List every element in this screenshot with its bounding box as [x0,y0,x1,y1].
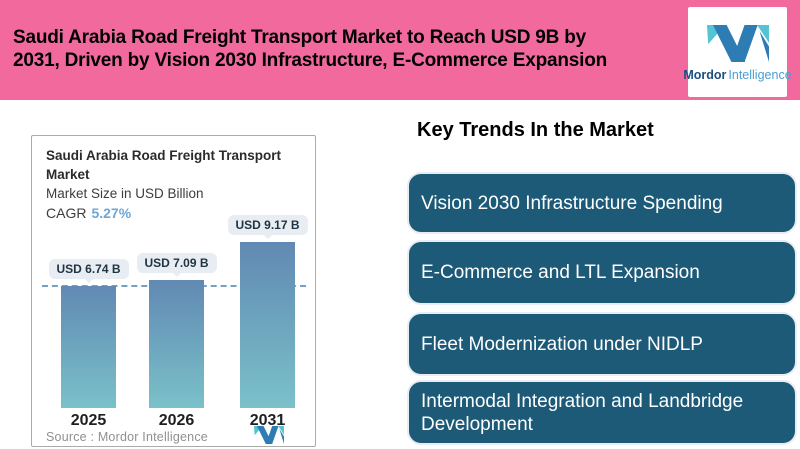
brand-name-bold: Mordor [683,67,727,82]
bar-chart: USD 6.74 B 2025 USD 7.09 B 2026 USD 9.17 B 20… [32,136,315,446]
trend-card-label: E-Commerce and LTL Expansion [421,262,700,283]
cagr-label: CAGR [46,205,87,221]
brand-name-light: Intelligence [728,67,792,82]
header-banner: Saudi Arabia Road Freight Transport Mark… [0,0,800,100]
mordor-logo-wordmark: Mordor Intelligence [683,68,791,82]
cagr-value: 5.27% [91,205,132,221]
headline-line2: 2031, Driven by Vision 2030 Infrastructu… [13,50,608,71]
trend-card: Fleet Modernization under NIDLP [407,312,797,376]
trend-list: Vision 2030 Infrastructure Spending E-Com… [407,172,797,445]
bar-2026 [149,280,204,408]
x-axis-tick-label: 2025 [70,412,107,429]
headline-line1: Saudi Arabia Road Freight Transport Mark… [13,27,587,48]
trend-card: Intermodal Integration and Landbridge De… [407,380,797,445]
trends-heading: Key Trends In the Market [417,119,654,141]
trend-card-label: Vision 2030 Infrastructure Spending [421,192,723,214]
x-axis-tick-label: 2031 [249,412,286,429]
trend-card: E-Commerce and LTL Expansion [407,240,797,305]
chart-title: Saudi Arabia Road Freight Transport Mark… [46,148,282,182]
chart-card: USD 6.74 B 2025 USD 7.09 B 2026 USD 9.17 B 20… [31,135,316,447]
trend-card-label: Fleet Modernization under NIDLP [421,333,703,355]
bar-value-label: USD 6.74 B [48,259,129,279]
mordor-logo: Mordor Intelligence [683,7,792,97]
source-note: Source : Mordor Intelligence [46,430,208,444]
x-axis-tick-label: 2026 [158,412,195,429]
chart-subtitle: Market Size in USD Billion [46,186,204,201]
bar-value-label: USD 9.17 B [227,215,308,235]
bar-value-label: USD 7.09 B [136,253,217,273]
cagr-row: CAGR 5.27% [46,205,131,221]
bar-2025 [61,286,116,408]
headline: Saudi Arabia Road Freight Transport Mark… [13,26,607,72]
mordor-m-icon [706,24,769,62]
trend-card-label: Intermodal Integration and Landbridge De… [421,390,744,435]
mordor-m-mini-icon [254,426,284,444]
trend-card: Vision 2030 Infrastructure Spending [407,172,797,234]
bar-2031 [240,242,295,408]
